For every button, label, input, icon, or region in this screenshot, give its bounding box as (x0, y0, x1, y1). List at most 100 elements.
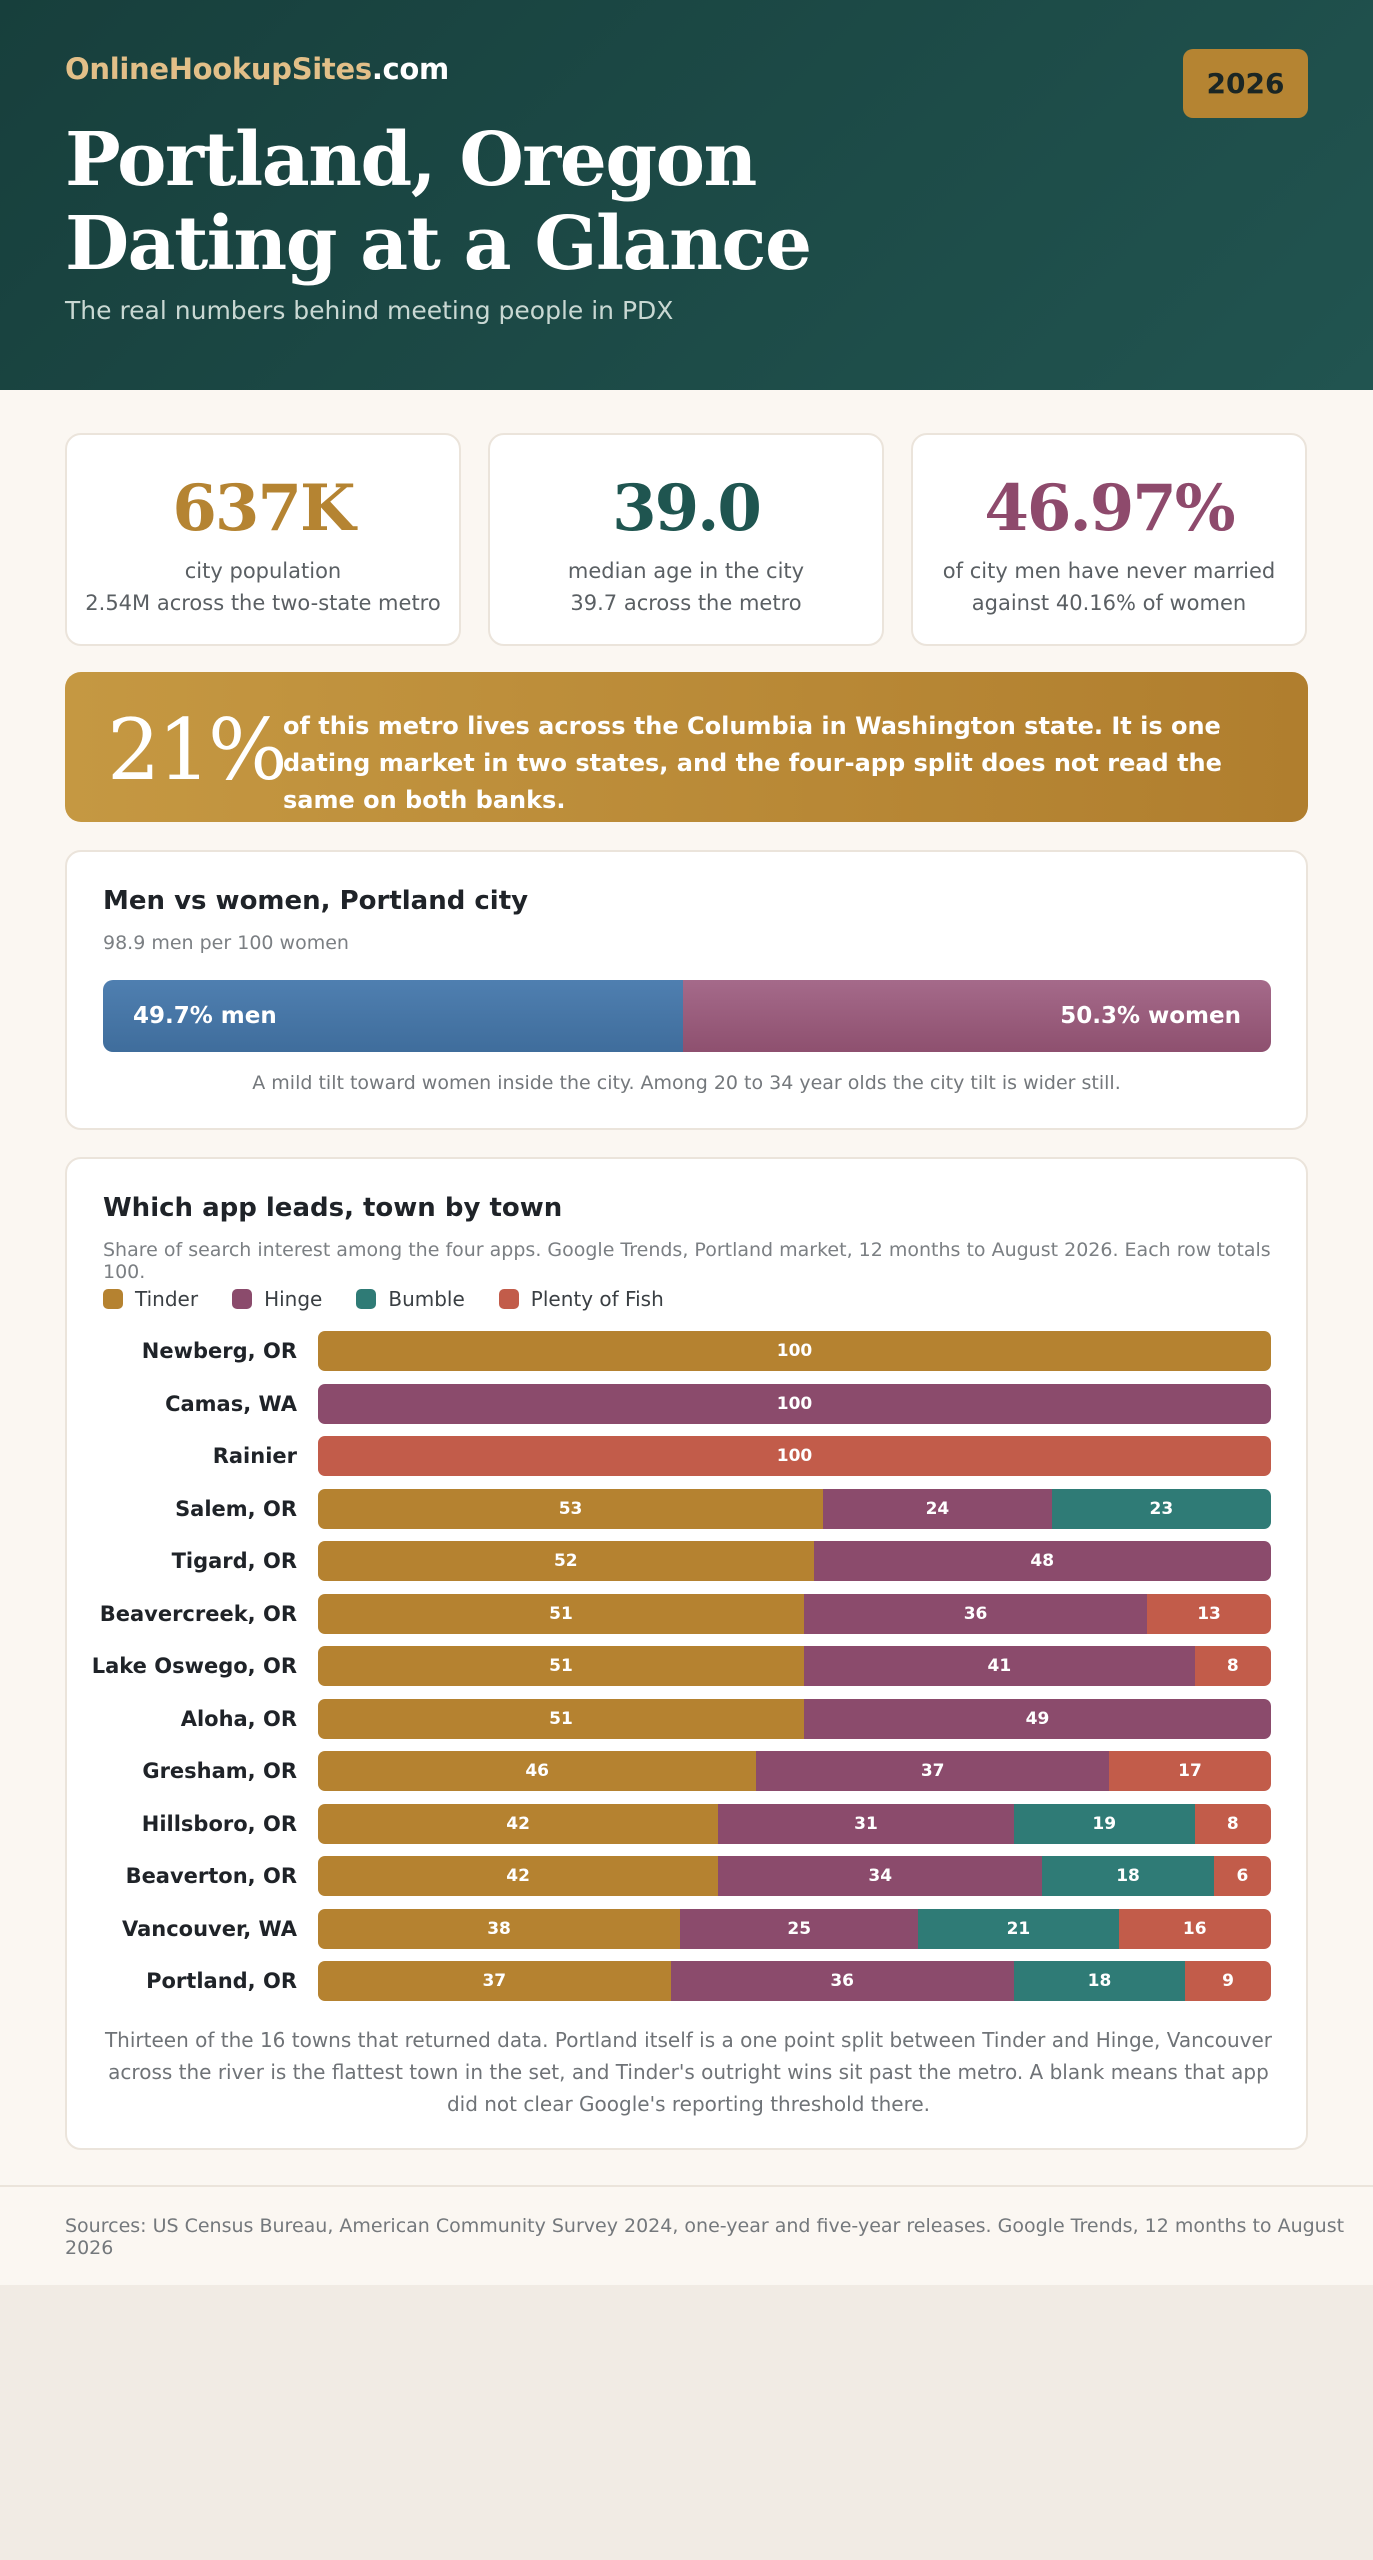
chart-row: Salem, OR 53 24 23 (67, 1488, 1306, 1529)
stacked-bar: 51 41 8 (318, 1646, 1271, 1686)
stacked-bar: 42 31 19 8 (318, 1803, 1271, 1844)
legend-swatch (498, 1289, 519, 1309)
app-chart-note: Share of search interest among the four … (103, 1239, 1271, 1283)
bar-segment-hinge: 36 (804, 1593, 1148, 1634)
year-badge: 2026 (1183, 49, 1308, 118)
stat-value: 637K (172, 471, 355, 546)
bar-segment-hinge: 25 (680, 1908, 919, 1949)
legend-item-plenty-of-fish: Plenty of Fish (498, 1287, 664, 1311)
stat-label: of city men have never married (942, 559, 1276, 583)
chart-row: Portland, OR 37 36 18 9 (67, 1961, 1306, 2001)
bar-segment-bumble: 18 (1013, 1961, 1186, 2001)
chart-legend: Tinder Hinge Bumble Plenty of Fish (103, 1287, 698, 1311)
app-chart-title: Which app leads, town by town (103, 1193, 563, 1223)
page-subtitle: The real numbers behind meeting people i… (65, 296, 674, 325)
sources-footer: Sources: US Census Bureau, American Comm… (65, 2215, 1345, 2259)
bar-segment-hinge: 100 (318, 1383, 1271, 1424)
town-label: Gresham, OR (142, 1759, 297, 1783)
infographic-page: OnlineHookupSites.com 2026 Portland, Ore… (0, 0, 1373, 2285)
stat-value: 46.97% (984, 471, 1235, 546)
bar-segment-hinge: 36 (670, 1961, 1014, 2001)
bar-segment-hinge: 41 (804, 1646, 1195, 1686)
chart-row: Camas, WA 100 (67, 1383, 1306, 1424)
bar-segment-bumble: 18 (1042, 1856, 1214, 1896)
legend-item-tinder: Tinder (103, 1287, 198, 1311)
stacked-bar: 100 (318, 1436, 1271, 1476)
bar-segment-plenty-of-fish: 8 (1194, 1803, 1271, 1844)
stacked-bar: 100 (318, 1331, 1271, 1371)
town-label: Beavercreek, OR (99, 1601, 297, 1626)
hero-header: OnlineHookupSites.com 2026 Portland, Ore… (0, 0, 1373, 390)
gender-split-bar: 49.7% men 50.3% women (103, 980, 1271, 1052)
town-label: Camas, WA (165, 1391, 297, 1416)
bar-segment-hinge: 37 (756, 1751, 1109, 1791)
bar-segment-hinge: 31 (718, 1803, 1014, 1844)
stacked-bar: 42 34 18 6 (318, 1856, 1271, 1896)
stacked-bar: 100 (318, 1383, 1271, 1424)
stacked-bar: 37 36 18 9 (318, 1961, 1271, 2001)
page-title: Portland, Oregon Dating at a Glance (65, 118, 965, 286)
bar-segment-tinder: 38 (318, 1908, 681, 1949)
stat-sublabel: 39.7 across the metro (570, 591, 802, 615)
town-label: Newberg, OR (141, 1339, 297, 1363)
washington-share-banner: 21% of this metro lives across the Colum… (65, 672, 1308, 822)
gender-note: 98.9 men per 100 women (103, 932, 349, 954)
legend-item-bumble: Bumble (356, 1287, 465, 1311)
chart-row: Beaverton, OR 42 34 18 6 (67, 1856, 1306, 1896)
chart-row: Vancouver, WA 38 25 21 16 (67, 1908, 1306, 1949)
legend-label: Bumble (388, 1287, 465, 1311)
town-label: Hillsboro, OR (141, 1811, 297, 1836)
app-share-card: Which app leads, town by town Share of s… (65, 1157, 1308, 2150)
chart-row: Newberg, OR 100 (67, 1331, 1306, 1371)
bar-segment-plenty-of-fish: 100 (318, 1436, 1271, 1476)
bar-segment-tinder: 51 (318, 1646, 805, 1686)
bar-segment-hinge: 24 (823, 1488, 1052, 1529)
banner-percent: 21% (107, 701, 288, 799)
stat-label: median age in the city (567, 559, 805, 583)
legend-label: Hinge (264, 1287, 323, 1311)
bar-segment-plenty-of-fish: 9 (1185, 1961, 1271, 2001)
town-label: Salem, OR (175, 1496, 297, 1521)
town-label: Lake Oswego, OR (91, 1654, 297, 1678)
town-label: Vancouver, WA (121, 1916, 297, 1941)
bar-segment-plenty-of-fish: 17 (1108, 1751, 1271, 1791)
bar-segment-tinder: 42 (318, 1803, 719, 1844)
stacked-bar: 52 48 (318, 1541, 1271, 1581)
chart-row: Gresham, OR 46 37 17 (67, 1751, 1306, 1791)
stacked-bar: 38 25 21 16 (318, 1908, 1271, 1949)
footer-divider (0, 2185, 1373, 2187)
stat-label: city population (184, 559, 342, 583)
bar-segment-bumble: 23 (1051, 1488, 1271, 1529)
bar-segment-tinder: 42 (318, 1856, 719, 1896)
stat-card-population: 637K city population 2.54M across the tw… (65, 433, 461, 646)
chart-row: Aloha, OR 51 49 (67, 1698, 1306, 1739)
bar-segment-plenty-of-fish: 8 (1194, 1646, 1271, 1686)
bar-segment-hinge: 48 (813, 1541, 1271, 1581)
stat-sublabel: 2.54M across the two-state metro (85, 591, 441, 615)
brand-name: OnlineHookupSites (65, 52, 372, 86)
gender-caption: A mild tilt toward women inside the city… (252, 1072, 1121, 1094)
banner-text: of this metro lives across the Columbia … (283, 712, 1222, 814)
town-label: Aloha, OR (180, 1706, 297, 1731)
legend-item-hinge: Hinge (232, 1287, 322, 1311)
town-label: Portland, OR (146, 1969, 297, 1993)
gender-card: Men vs women, Portland city 98.9 men per… (65, 850, 1308, 1130)
legend-label: Tinder (135, 1287, 199, 1311)
brand-tld: .com (371, 52, 449, 86)
app-chart-caption: Thirteen of the 16 towns that returned d… (104, 2028, 1273, 2116)
chart-row: Hillsboro, OR 42 31 19 8 (67, 1803, 1306, 1844)
stacked-bar: 51 49 (318, 1698, 1271, 1739)
bar-segment-tinder: 37 (318, 1961, 671, 2001)
title-line-1: Portland, Oregon (65, 117, 757, 203)
brand-logo[interactable]: OnlineHookupSites.com (65, 52, 449, 86)
bar-segment-hinge: 34 (718, 1856, 1043, 1896)
bar-segment-tinder: 100 (318, 1331, 1271, 1371)
legend-swatch (356, 1289, 377, 1309)
bar-segment-plenty-of-fish: 6 (1213, 1856, 1271, 1896)
bar-segment-tinder: 51 (318, 1698, 805, 1739)
stat-sublabel: against 40.16% of women (971, 591, 1247, 615)
legend-label: Plenty of Fish (530, 1287, 664, 1311)
legend-swatch (103, 1289, 123, 1309)
stat-value: 39.0 (612, 471, 762, 546)
bar-segment-bumble: 21 (918, 1908, 1119, 1949)
